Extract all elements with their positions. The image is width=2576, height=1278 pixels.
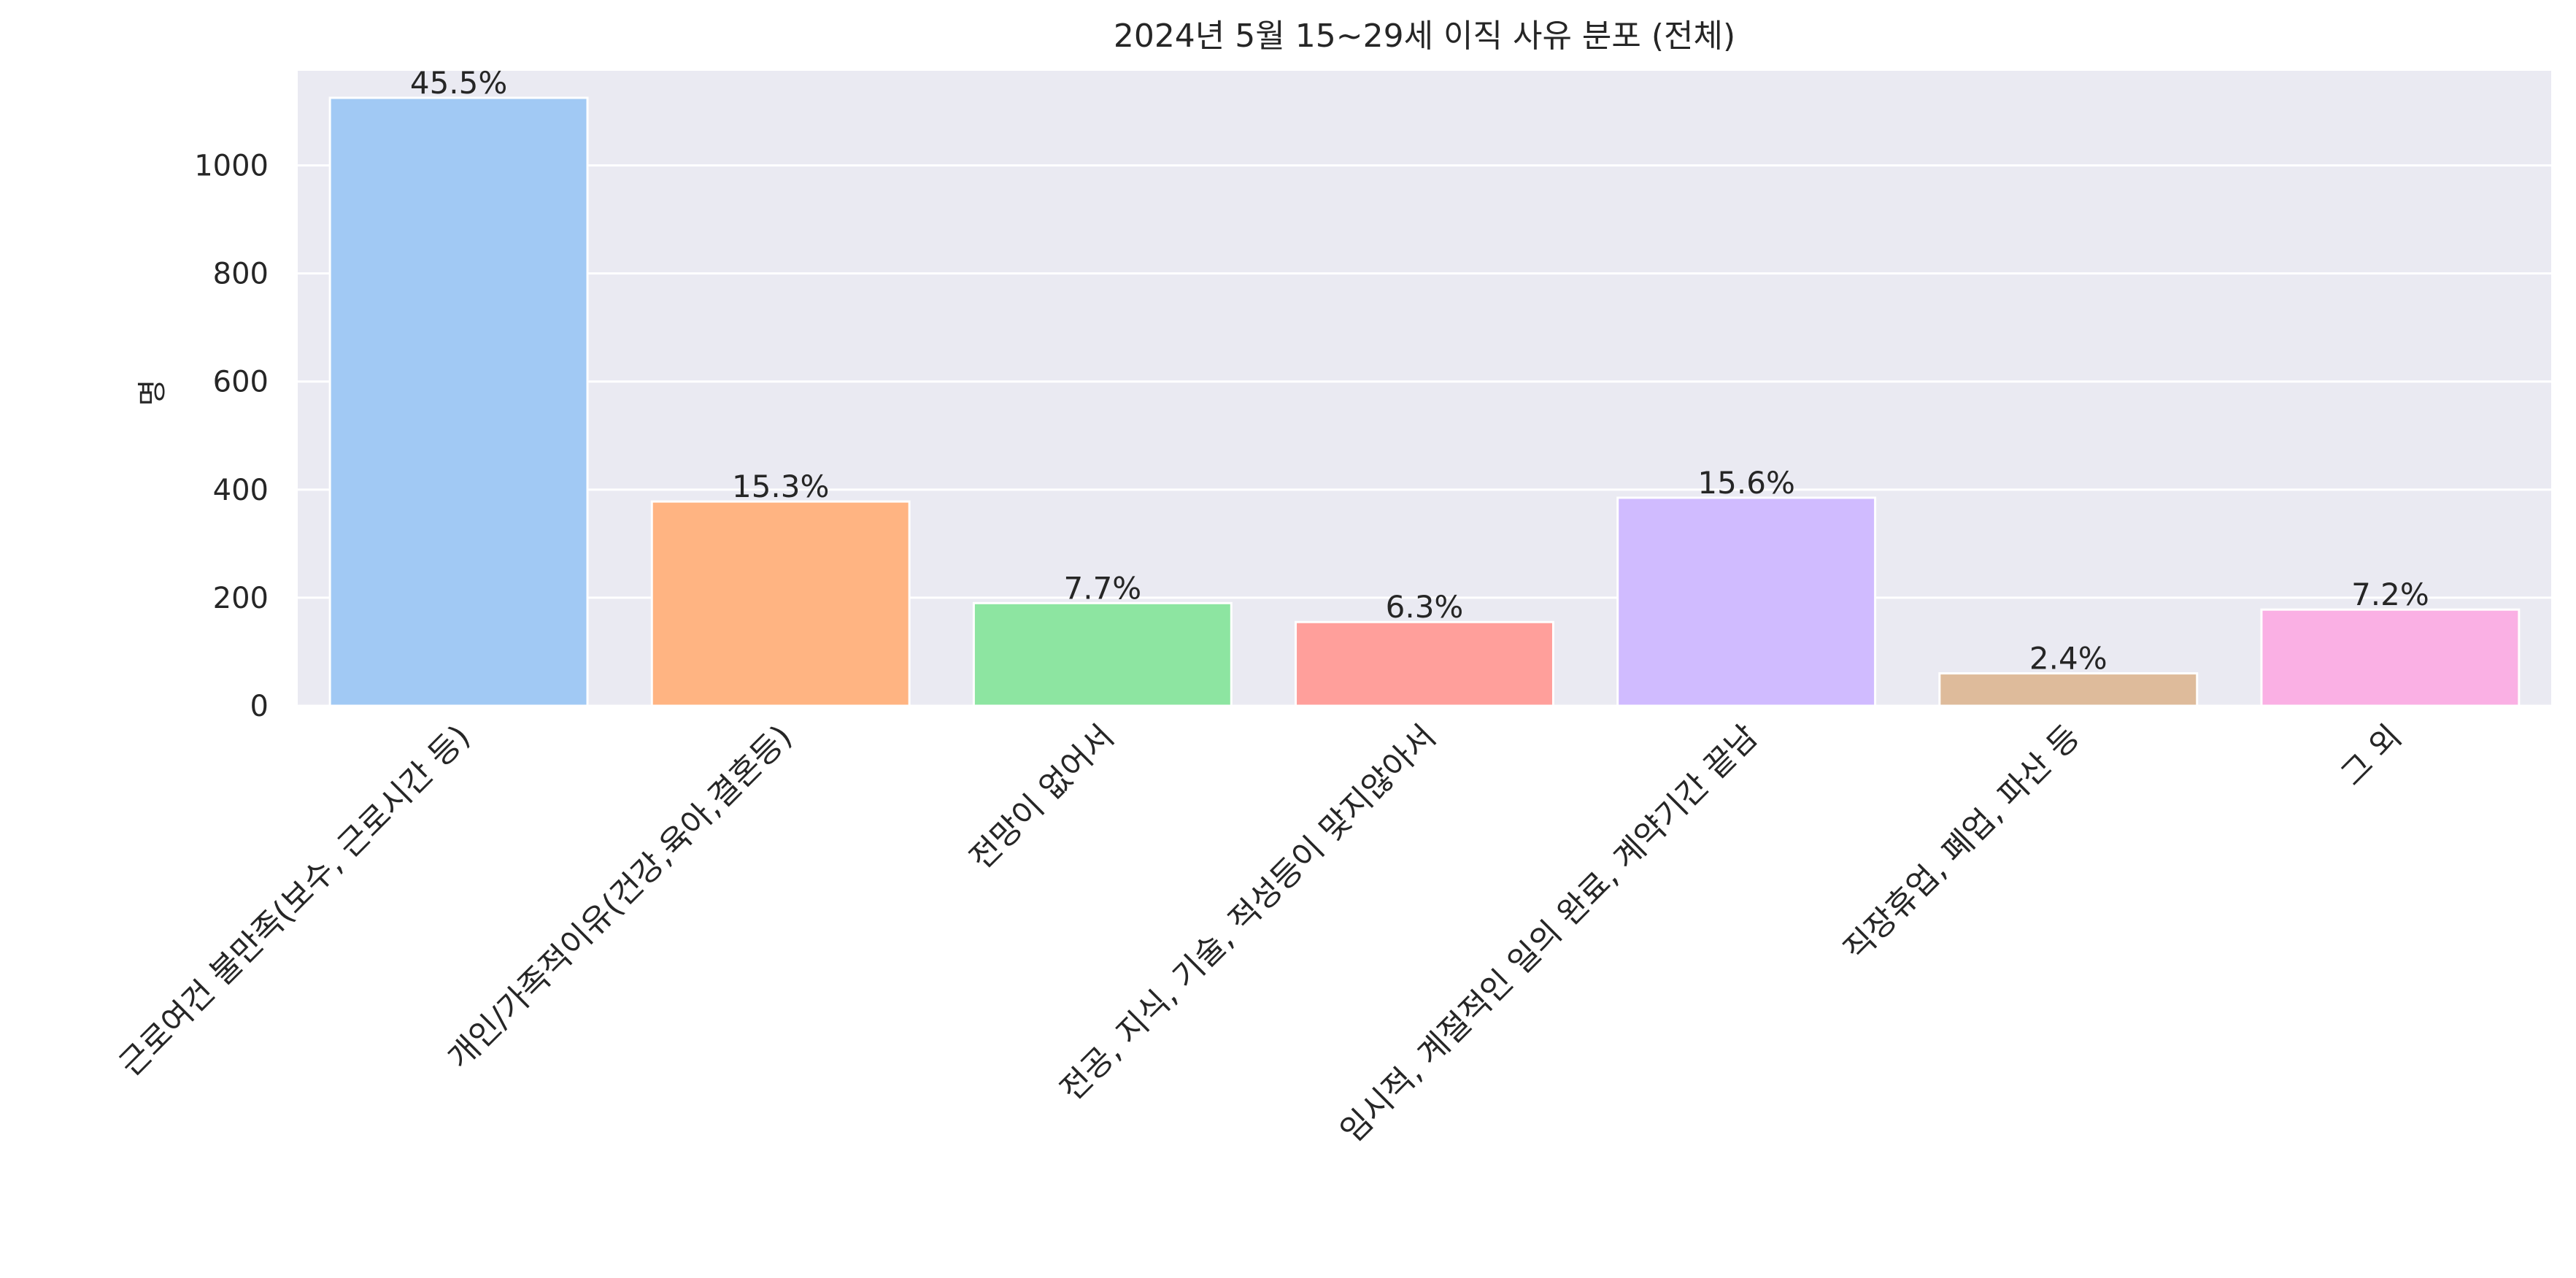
bar: [328, 96, 589, 707]
x-tick-label: 직장휴업, 폐업, 파산 등: [1837, 718, 2087, 969]
y-tick-label: 800: [213, 258, 269, 291]
x-axis-ticks: 근로여건 불만족(보수, 근로시간 등)개인/가족적이유(건강,육아,결혼등) 전…: [112, 718, 2409, 1150]
x-tick-label: 근로여건 불만족(보수, 근로시간 등): [112, 718, 478, 1084]
data-label: 15.3%: [732, 469, 829, 504]
data-label: 15.6%: [1697, 465, 1794, 501]
x-tick-label: 전망이 없어서: [963, 718, 1122, 877]
data-label: 2.4%: [2029, 641, 2108, 677]
x-tick-label: 그 외: [2334, 718, 2409, 793]
data-label: 7.7%: [1064, 570, 1142, 606]
y-tick-label: 0: [250, 690, 269, 723]
y-tick-label: 200: [213, 582, 269, 615]
bar: [972, 601, 1233, 707]
bar: [650, 500, 911, 707]
y-axis-label: 명: [136, 380, 169, 407]
y-axis-ticks: 0 200 400 600 800 1000: [194, 150, 269, 723]
data-label: 6.3%: [1386, 589, 1464, 625]
y-tick-label: 400: [213, 474, 269, 507]
bar: [2260, 608, 2521, 707]
y-tick-label: 600: [213, 366, 269, 399]
x-tick-label: 개인/가족적이유(건강,육아,결혼등): [441, 718, 799, 1077]
bar: [1616, 496, 1877, 707]
y-tick-label: 1000: [194, 150, 269, 183]
chart-title: 2024년 5월 15~29세 이직 사유 분포 (전체): [1114, 18, 1735, 55]
bar: [1938, 672, 2199, 707]
bar: [1295, 620, 1554, 707]
data-label: 7.2%: [2351, 577, 2429, 612]
x-tick-label: 전공, 지식, 기술, 적성등이 맞지않아서: [1053, 718, 1443, 1109]
data-labels: 45.5% 15.3% 7.7% 6.3% 15.6% 2.4% 7.2%: [410, 65, 2429, 677]
data-label: 45.5%: [410, 65, 507, 101]
bars: [328, 96, 2521, 707]
